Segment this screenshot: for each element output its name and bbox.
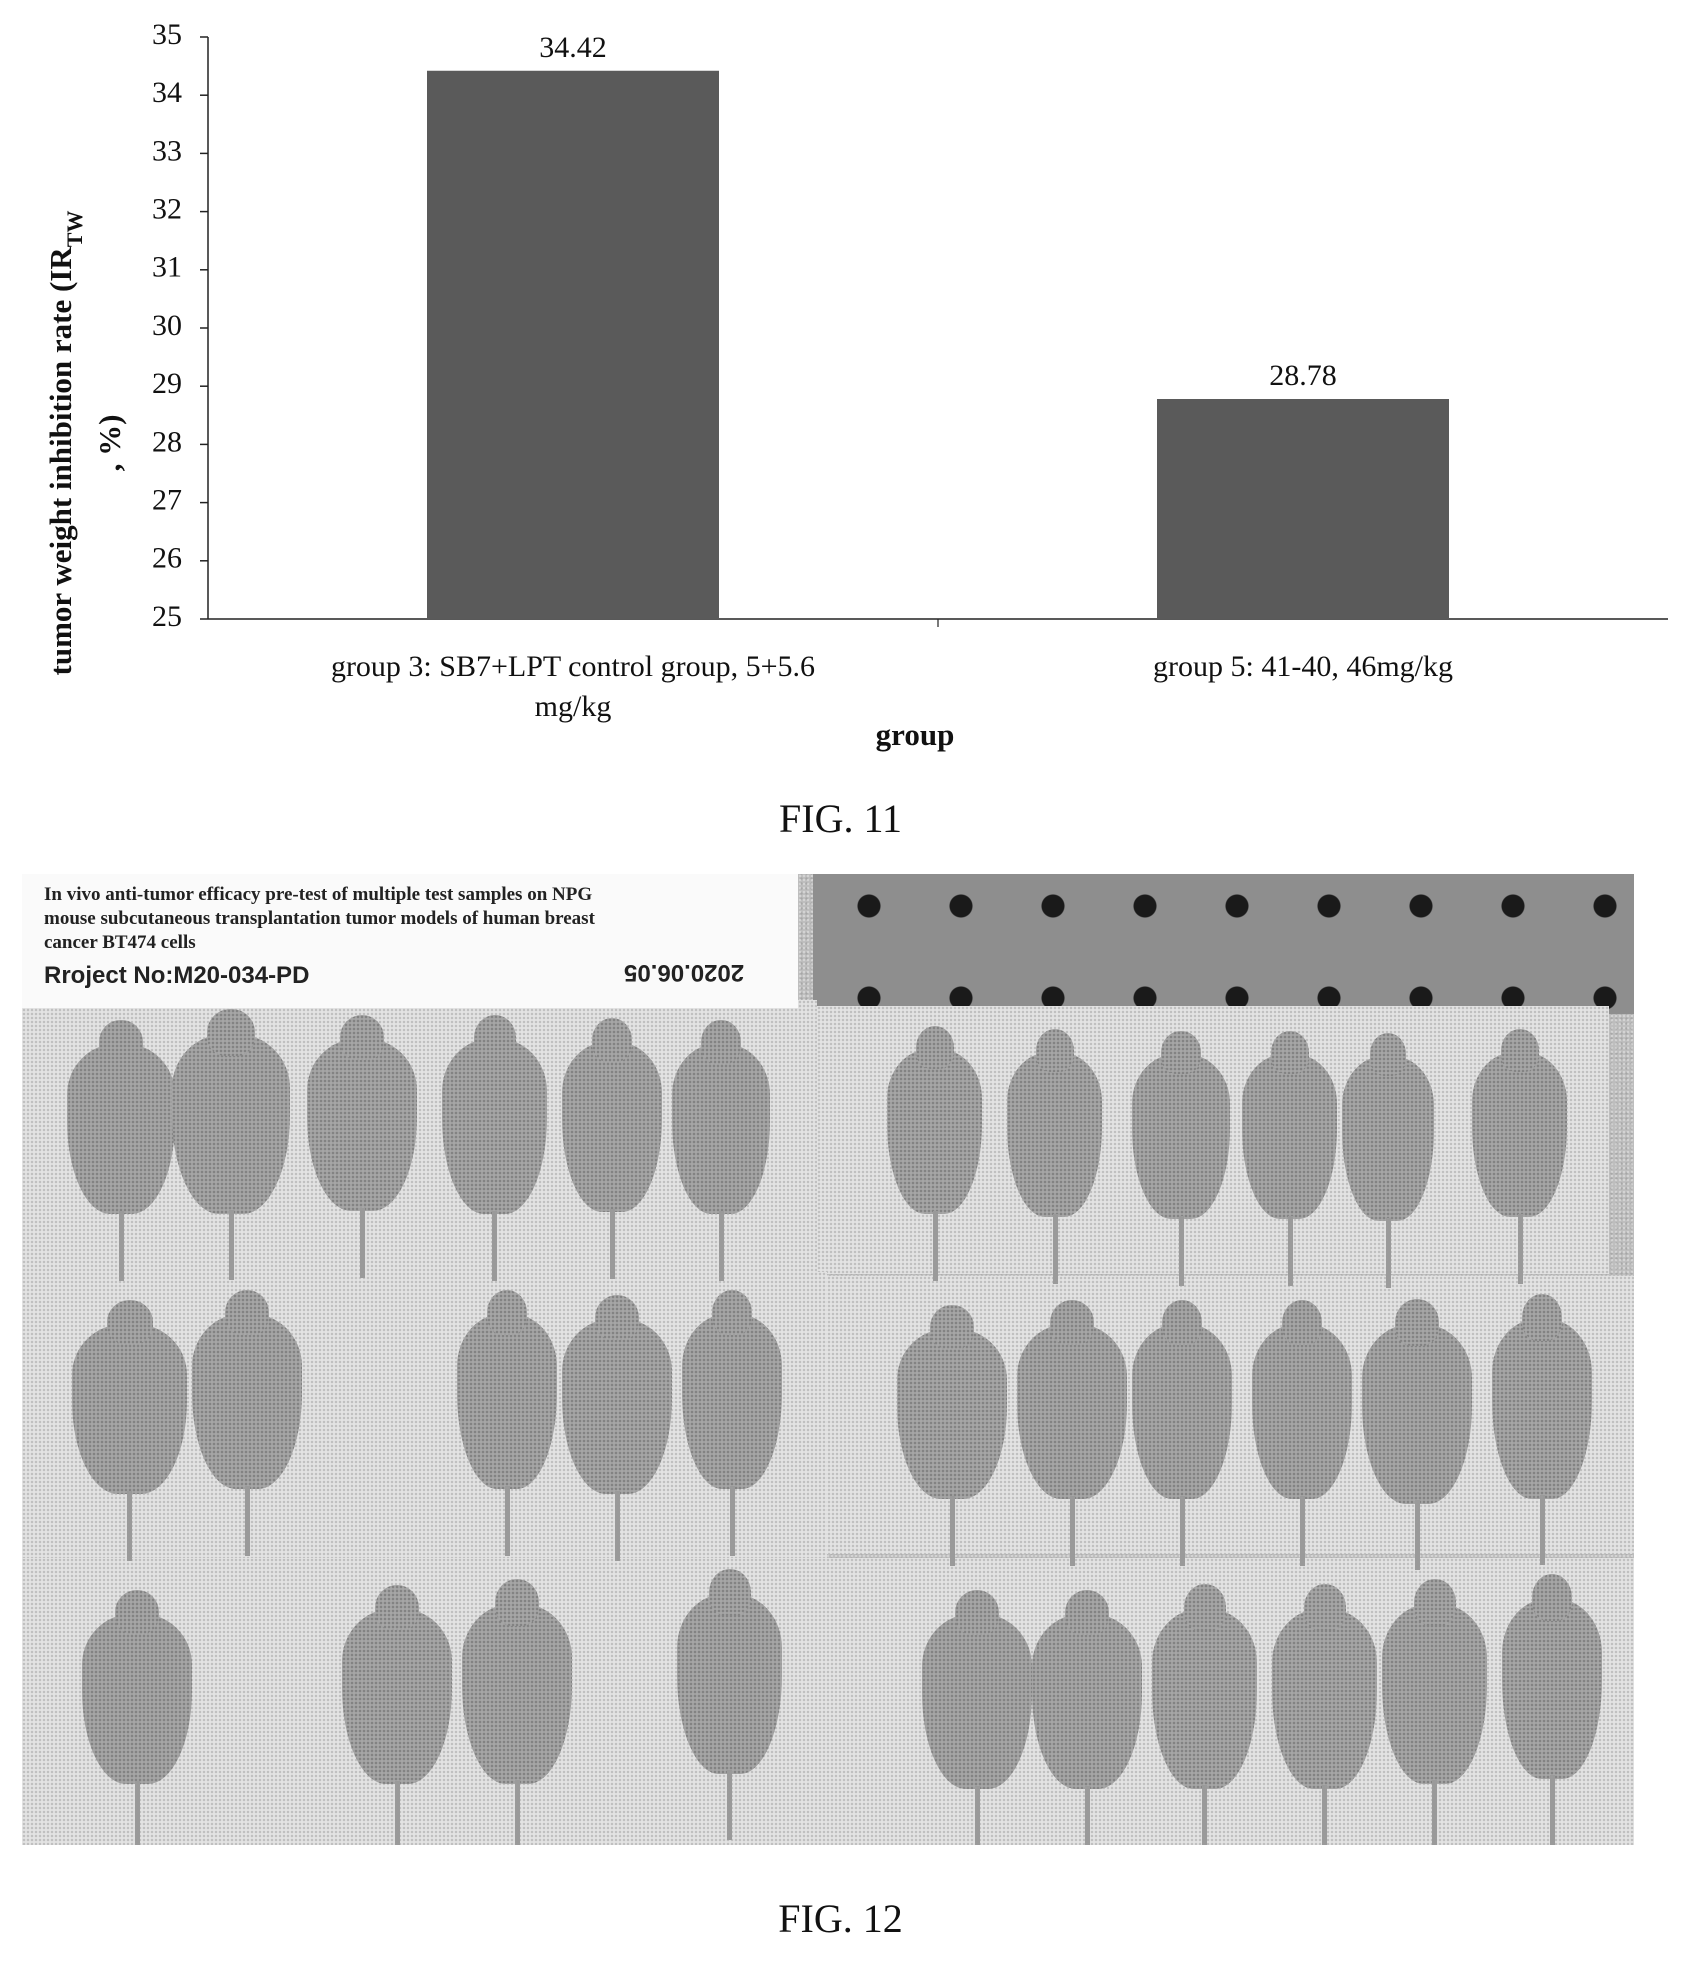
y-axis-ticks: 25 26 27 28 29 30 31 32 33 34 35: [152, 18, 208, 633]
x-axis-title: group: [876, 717, 955, 752]
mouse-image: [682, 1289, 782, 1556]
y-tick-label: 25: [152, 600, 182, 633]
label-date: 2020.06.05: [624, 959, 745, 986]
mouse-image: [172, 1008, 290, 1281]
y-tick-label: 32: [152, 192, 182, 225]
mouse-image: [67, 1020, 175, 1281]
y-tick-label: 34: [152, 76, 182, 109]
y-tick-label: 30: [152, 309, 182, 342]
mouse-image: [462, 1578, 572, 1845]
y-tick-label: 27: [152, 483, 182, 516]
bar-value-label: 34.42: [539, 31, 607, 64]
mouse-image: [442, 1014, 547, 1281]
category-labels: group 3: SB7+LPT control group, 5+5.6 mg/…: [331, 650, 1453, 723]
mouse-image: [677, 1568, 782, 1841]
bar: [427, 70, 719, 620]
mouse-image: [887, 1025, 982, 1281]
mouse-image: [672, 1020, 770, 1281]
specimen-label-card: In vivo anti-tumor efficacy pre-test of …: [22, 874, 798, 1008]
category-label: mg/kg: [535, 690, 612, 723]
bar: [1157, 399, 1449, 619]
y-tick-label: 35: [152, 18, 182, 51]
value-labels: 34.42 28.78: [539, 31, 1337, 392]
mouse-image: [82, 1590, 192, 1845]
mouse-photo: In vivo anti-tumor efficacy pre-test of …: [22, 874, 1634, 1845]
mouse-image: [457, 1289, 557, 1556]
label-title-line: In vivo anti-tumor efficacy pre-test of …: [44, 884, 593, 905]
label-title-line: cancer BT474 cells: [44, 932, 196, 953]
mouse-image: [562, 1294, 672, 1561]
mouse-image: [1032, 1589, 1142, 1845]
chart-bars: [427, 70, 1449, 620]
mouse-image: [1502, 1573, 1602, 1845]
category-label: group 3: SB7+LPT control group, 5+5.6: [331, 650, 815, 683]
bar-chart: 25 26 27 28 29 30 31 32 33 34 35 34.42 28.78 group …: [43, 18, 1668, 752]
category-label: group 5: 41-40, 46mg/kg: [1153, 650, 1453, 683]
label-title-line: mouse subcutaneous transplantation tumor…: [44, 908, 595, 929]
mouse-image: [72, 1300, 187, 1561]
y-tick-label: 33: [152, 134, 182, 167]
mouse-image: [1242, 1030, 1337, 1286]
y-axis-title-unit: , %): [92, 415, 127, 472]
photo-tray: [22, 1000, 817, 1272]
mouse-image: [1362, 1298, 1472, 1571]
bar-value-label: 28.78: [1269, 359, 1337, 392]
mouse-image: [1007, 1028, 1102, 1284]
mouse-image: [897, 1305, 1007, 1566]
mouse-image: [307, 1014, 417, 1278]
mouse-image: [1492, 1293, 1592, 1566]
figure-11-caption: FIG. 11: [779, 796, 902, 841]
mouse-image: [1272, 1583, 1377, 1845]
project-number: Rroject No:M20-034-PD: [44, 962, 310, 989]
mouse-image: [1342, 1032, 1434, 1288]
mouse-image: [1472, 1028, 1567, 1284]
mouse-image: [1132, 1299, 1232, 1566]
mouse-image: [922, 1589, 1032, 1845]
mouse-image: [1132, 1030, 1230, 1286]
y-tick-label: 28: [152, 425, 182, 458]
y-tick-label: 26: [152, 542, 182, 575]
pegboard-background: [813, 874, 1634, 1014]
mouse-image: [1252, 1299, 1352, 1566]
mouse-image: [192, 1289, 302, 1556]
y-tick-label: 29: [152, 367, 182, 400]
figure-12-caption: FIG. 12: [778, 1896, 903, 1941]
y-axis-title: tumor weight inhibition rate (IRTW: [43, 211, 86, 676]
mouse-image: [1017, 1299, 1127, 1566]
mouse-image: [562, 1018, 662, 1279]
mouse-image: [342, 1584, 452, 1845]
mouse-image: [1382, 1578, 1487, 1845]
y-tick-label: 31: [152, 251, 182, 284]
mouse-image: [1152, 1583, 1257, 1845]
